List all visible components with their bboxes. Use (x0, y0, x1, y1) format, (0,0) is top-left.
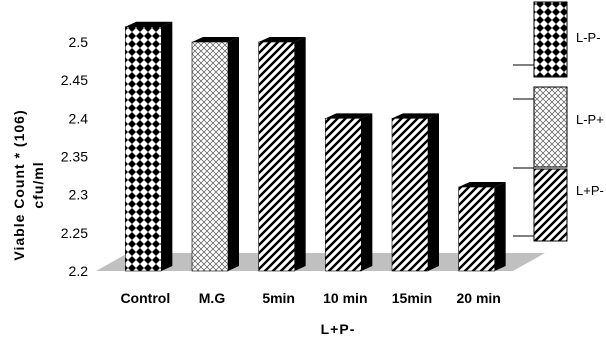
y-tick-label: 2.4 (69, 110, 89, 126)
bar-top (258, 37, 306, 42)
bar-side (428, 113, 439, 271)
legend-label-l-p-plus: L-P+ (576, 112, 604, 127)
bar-front (258, 41, 295, 272)
bar-front (325, 118, 362, 272)
y-tick-label: 2.35 (61, 149, 88, 165)
bar (458, 182, 506, 272)
y-tick-label: 2.45 (61, 72, 88, 88)
bar-side (294, 37, 306, 271)
x-axis-title: L+P- (321, 321, 356, 337)
x-tick-label: 10 min (323, 290, 367, 306)
bar-side (228, 37, 239, 271)
legend: L-P- L-P+ L+P- (513, 1, 604, 242)
x-tick-label: 15min (392, 290, 432, 306)
bar-front (191, 41, 229, 272)
bar-top (125, 21, 173, 27)
x-tick-label: 20 min (456, 290, 500, 306)
bar-side (161, 21, 173, 271)
bar-top (458, 182, 506, 188)
legend-swatch-l-plus-p-minus (533, 168, 568, 242)
y-tick-label: 2.3 (69, 187, 89, 203)
y-axis-title-line1: Viable Count * (106) (11, 109, 27, 260)
x-tick-label: M.G (199, 290, 226, 306)
y-tick-label: 2.2 (69, 263, 89, 279)
y-axis-title-line2: cfu/ml (30, 161, 46, 208)
y-tick-label: 2.5 (69, 34, 89, 50)
y-tick-labels: 2.2 2.25 2.3 2.35 2.4 2.45 2.5 (61, 34, 88, 279)
x-tick-label: 5min (262, 290, 295, 306)
x-tick-labels: Control M.G 5min 10 min 15min 20 min (120, 290, 500, 306)
bar (125, 21, 173, 272)
bar-front (391, 118, 429, 272)
legend-label-l-plus-p-minus: L+P- (576, 183, 604, 198)
bar (325, 113, 373, 272)
bar-top (325, 113, 373, 119)
bar-top (192, 37, 239, 42)
legend-swatch-l-p-minus (533, 1, 568, 78)
bar (258, 37, 306, 272)
legend-label-l-p-minus: L-P- (576, 30, 601, 45)
bar (191, 37, 239, 272)
legend-swatch-l-p-plus (533, 86, 568, 168)
bar-front (125, 26, 162, 272)
x-tick-label: Control (120, 290, 170, 306)
bar-side (494, 182, 506, 271)
bar-front (458, 186, 495, 272)
bar-side (361, 113, 373, 271)
y-tick-label: 2.25 (61, 225, 88, 241)
bar-top (392, 113, 439, 119)
bar (391, 113, 439, 272)
bars-layer (125, 21, 506, 272)
y-axis-title: Viable Count * (106) cfu/ml (11, 109, 46, 260)
